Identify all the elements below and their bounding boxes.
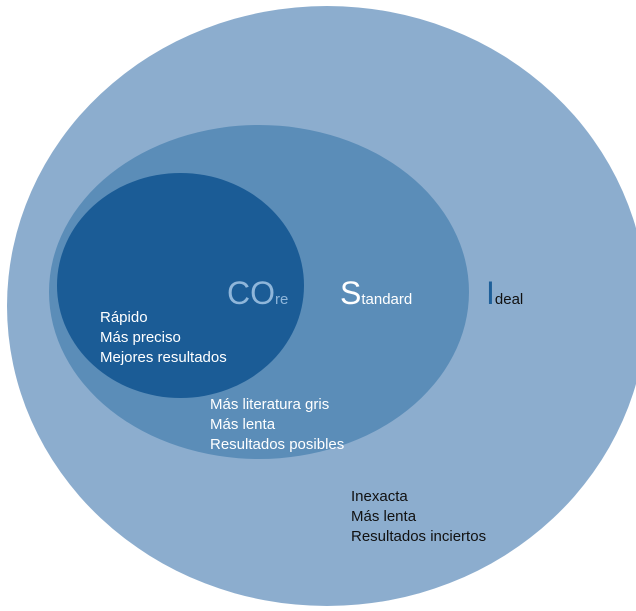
core-title-initial: CO: [227, 275, 275, 311]
core-ellipse: [57, 173, 304, 398]
core-line: Rápido: [100, 309, 148, 326]
standard-title: Standard: [340, 277, 412, 309]
core-description: Rápido Más preciso Mejores resultados: [100, 308, 227, 368]
standard-title-rest: tandard: [361, 291, 413, 308]
ideal-title-initial: I: [486, 275, 495, 311]
ideal-line: Resultados inciertos: [351, 528, 487, 545]
standard-line: Más lenta: [210, 416, 276, 433]
ideal-line: Inexacta: [351, 488, 408, 505]
ideal-title: Ideal: [486, 277, 523, 309]
ideal-title-rest: deal: [494, 291, 524, 308]
ideal-description: Inexacta Más lenta Resultados inciertos: [351, 487, 486, 547]
standard-title-initial: S: [340, 275, 362, 311]
core-title: COre: [227, 277, 288, 309]
ideal-line: Más lenta: [351, 508, 417, 525]
core-line: Más preciso: [100, 329, 181, 346]
standard-line: Más literatura gris: [210, 396, 330, 413]
core-title-rest: re: [275, 291, 289, 308]
standard-line: Resultados posibles: [210, 436, 345, 453]
core-line: Mejores resultados: [100, 349, 227, 366]
standard-description: Más literatura gris Más lenta Resultados…: [210, 395, 344, 455]
